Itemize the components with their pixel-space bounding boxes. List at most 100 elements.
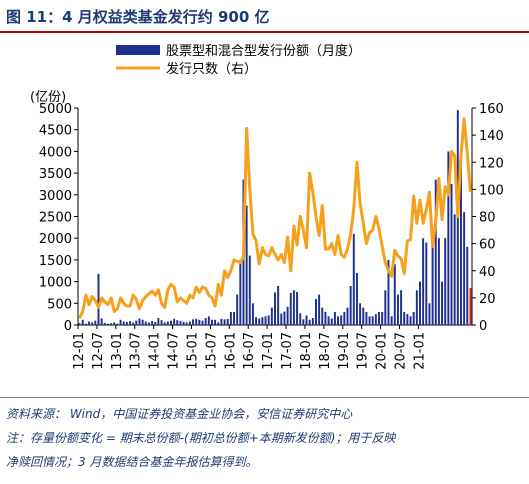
bar [138,318,141,325]
bar [258,318,261,325]
bar [308,319,311,325]
x-tick-label: 18-01 [299,332,314,370]
figure-title: 图 11：4 月权益类基金发行约 900 亿 [6,8,270,26]
left-tick-label: 0 [64,319,72,334]
bar [100,318,103,325]
bar [217,322,220,325]
bar [84,323,87,325]
bar [434,179,437,325]
bar [113,322,116,325]
bar [343,311,346,325]
bar [226,318,229,325]
right-tick-label: 20 [479,292,496,307]
bar [245,205,248,325]
bar [286,306,289,325]
bar [267,315,270,325]
bar [437,238,440,325]
bar [116,323,119,325]
legend-label-line: 发行只数（右） [166,61,257,77]
bar [274,292,276,325]
bar [160,320,163,325]
bar [292,290,295,325]
bar [97,273,100,325]
x-tick-label: 19-07 [356,332,371,370]
left-tick-label: 2000 [39,232,72,247]
bar [346,307,349,325]
right-tick-label: 80 [479,211,496,226]
bar [122,321,125,325]
bar [283,311,286,325]
bar [359,303,362,325]
x-tick-label: 19-01 [337,332,352,370]
bar [141,319,144,325]
bar [311,318,314,325]
right-tick-label: 160 [479,102,504,117]
bar [400,290,403,325]
bar [264,316,267,325]
left-tick-label: 500 [47,297,72,312]
left-tick-label: 4000 [39,145,72,160]
bar [144,321,147,325]
left-tick-label: 2500 [39,211,72,226]
x-tick-label: 14-01 [148,332,163,370]
bar [362,307,365,325]
bar [428,303,431,325]
bar [289,292,292,325]
right-tick-label: 0 [479,319,487,334]
bar [129,321,131,325]
bar [419,281,421,325]
bar [210,319,213,325]
x-tick-label: 12-07 [91,332,106,370]
bar [103,322,106,325]
x-tick-label: 17-01 [261,332,276,370]
bar [201,320,204,325]
bar [248,255,251,325]
bar [355,272,358,325]
left-tick-label: 1000 [39,276,72,291]
chart-svg: 0500100015002000250030003500400045005000… [30,43,504,370]
x-tick-label: 16-07 [242,332,257,370]
bar [368,316,371,325]
bar [441,281,444,325]
bar [403,311,406,325]
right-tick-label: 60 [479,238,496,253]
bar [78,323,81,325]
left-tick-label: 3500 [39,167,72,182]
bar [453,214,456,325]
bar [302,319,305,325]
bar [125,321,128,325]
bar [88,321,91,325]
x-tick-label: 13-07 [129,332,144,370]
bar [204,318,207,325]
bar [151,321,154,325]
bar [352,233,355,325]
x-tick-label: 17-07 [280,332,295,370]
bar [280,313,283,325]
bar [444,238,447,325]
bar [166,321,169,325]
bar [179,321,182,325]
bar [384,290,387,325]
x-tick-label: 12-01 [72,332,87,370]
bar [185,322,188,325]
bar [318,294,321,325]
bar [406,314,409,325]
bar [147,322,150,325]
bar [236,294,239,325]
footnote-line-2: 净赎回情况；3 月数据结合基金年报估算得到。 [6,455,258,469]
bar-series [78,110,472,325]
bar [469,288,472,325]
bar [365,311,368,325]
title-underline [0,31,529,33]
bar [422,238,425,325]
source-divider [0,397,529,398]
bar [223,319,226,325]
bar [431,246,434,325]
x-tick-label: 13-01 [110,332,125,370]
x-tick-label: 18-07 [318,332,333,370]
bar [381,311,384,325]
bar [170,320,172,325]
bar [314,298,317,325]
footnote-line-1: 注：存量份额变化 = 期末总份额-(期初总份额+本期新发份额)；用于反映 [6,431,396,445]
x-tick-label: 14-07 [167,332,182,370]
